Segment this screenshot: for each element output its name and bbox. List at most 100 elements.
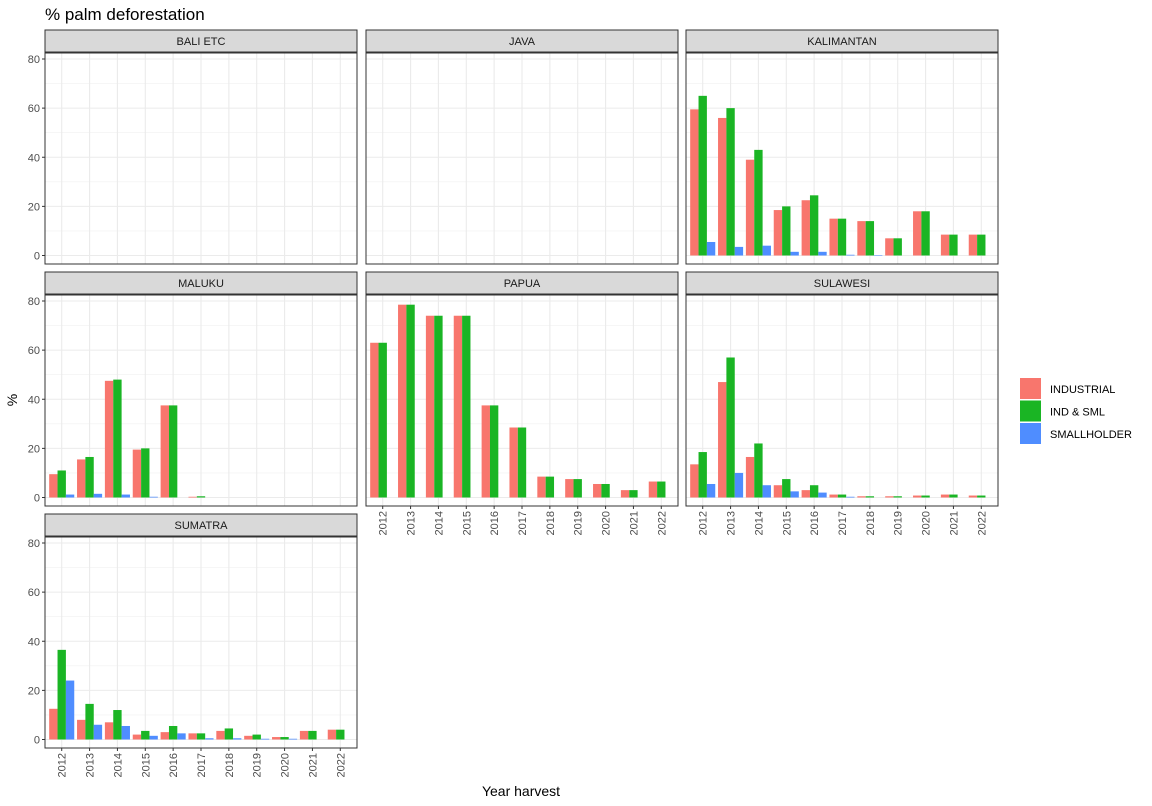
bar-ind-sml-2019: [893, 496, 902, 498]
bar-industrial-2021: [620, 490, 630, 498]
strip-label: BALI ETC: [177, 36, 226, 48]
panel-bali-etc: BALI ETC 0 20 40 60 80: [28, 29, 358, 265]
y-tick-label: 60: [28, 345, 40, 357]
bar-industrial-2016: [160, 732, 169, 740]
panel-sulawesi: SULAWESI 2012 2013 2014 2015 2016 2017 2018 2019…: [685, 271, 999, 535]
bar-industrial-2015: [132, 449, 142, 498]
bar-smallholder-2017: [846, 496, 855, 498]
strip-background: [44, 513, 358, 537]
bar-smallholder-2015: [790, 251, 799, 256]
bar-ind-sml-2012: [698, 452, 707, 498]
bar-industrial-2012: [690, 464, 699, 498]
x-tick-label: 2020: [601, 511, 613, 535]
y-tick-label: 40: [28, 636, 40, 648]
legend-item-smallholder: SMALLHOLDER: [1020, 423, 1132, 444]
bar-ind-sml-2017: [517, 427, 527, 498]
bar-industrial-2022: [648, 481, 658, 498]
x-tick-label: 2022: [976, 511, 988, 535]
x-tick-label: 2013: [726, 511, 738, 535]
bar-industrial-2015: [132, 734, 142, 740]
bar-industrial-2018: [857, 221, 866, 256]
y-tick-label: 80: [28, 296, 40, 308]
bar-smallholder-2018: [874, 255, 883, 256]
bar-ind-sml-2018: [545, 476, 555, 498]
bar-industrial-2018: [537, 476, 546, 498]
bar-ind-sml-2017: [196, 733, 206, 740]
panels: BALI ETC 0 20 40 60 80 JAVA KALIMANTAN MALUKU 0 20…: [28, 29, 999, 777]
bar-industrial-2012: [690, 109, 699, 256]
bar-smallholder-2017: [205, 738, 214, 740]
bar-smallholder-2013: [93, 724, 103, 740]
legend-label: SMALLHOLDER: [1050, 429, 1132, 441]
bar-ind-sml-2022: [977, 495, 986, 498]
bar-smallholder-2014: [121, 494, 130, 498]
x-tick-label: 2017: [837, 511, 849, 535]
bar-industrial-2019: [244, 735, 253, 740]
bar-ind-sml-2021: [629, 490, 638, 498]
bar-smallholder-2017: [846, 254, 855, 256]
bar-ind-sml-2013: [85, 703, 94, 740]
bar-ind-sml-2016: [168, 725, 178, 740]
bar-ind-sml-2020: [601, 483, 610, 498]
bar-ind-sml-2014: [754, 443, 763, 498]
panel-sumatra: SUMATRA 0 20 40 60 80 2012 2013 2014 2015 2016 2017…: [28, 513, 358, 777]
panel-border: [44, 52, 358, 265]
panel-border: [685, 52, 999, 265]
bar-ind-sml-2012: [57, 470, 66, 498]
bar-industrial-2021: [299, 730, 309, 740]
x-tick-label: 2013: [85, 753, 97, 777]
bar-smallholder-2014: [121, 725, 130, 740]
legend-item-ind-sml: IND & SML: [1020, 400, 1105, 422]
strip-label: JAVA: [509, 36, 536, 48]
bar-industrial-2012: [49, 474, 58, 498]
bar-ind-sml-2022: [657, 481, 666, 498]
bar-smallholder-2012: [706, 483, 716, 498]
panel-papua: PAPUA 2012 2013 2014 2015 2016 2017 2018 2019 202…: [365, 271, 679, 535]
panel-border: [44, 294, 358, 507]
panel-java: JAVA: [365, 29, 679, 265]
bar-industrial-2013: [718, 117, 727, 256]
bar-industrial-2016: [801, 490, 810, 498]
legend-key: [1020, 378, 1041, 399]
strip-label: SULAWESI: [814, 278, 870, 290]
x-tick-label: 2013: [406, 511, 418, 535]
legend-key: [1020, 400, 1041, 422]
bar-industrial-2013: [718, 382, 727, 498]
y-tick-label: 80: [28, 538, 40, 550]
bar-ind-sml-2016: [168, 405, 178, 498]
bar-industrial-2014: [104, 380, 114, 498]
bar-ind-sml-2022: [336, 729, 345, 740]
y-tick-label: 0: [34, 735, 40, 747]
bar-ind-sml-2019: [573, 479, 582, 498]
bar-industrial-2019: [885, 496, 894, 498]
x-tick-label: 2018: [224, 753, 236, 777]
bar-industrial-2013: [77, 719, 86, 740]
x-tick-label: 2014: [433, 511, 445, 535]
x-tick-label: 2019: [573, 511, 585, 535]
bar-industrial-2014: [745, 456, 755, 498]
bar-ind-sml-2016: [489, 405, 499, 498]
bar-ind-sml-2014: [113, 710, 122, 740]
panel-border: [365, 52, 679, 265]
bar-industrial-2016: [160, 405, 169, 498]
y-tick-label: 0: [34, 493, 40, 505]
x-tick-label: 2012: [378, 511, 390, 535]
bar-industrial-2020: [593, 483, 602, 498]
x-tick-label: 2020: [921, 511, 933, 535]
strip-label: MALUKU: [178, 278, 224, 290]
bar-ind-sml-2015: [141, 448, 150, 498]
x-tick-label: 2016: [168, 753, 180, 777]
bar-ind-sml-2013: [726, 108, 735, 256]
bar-industrial-2014: [425, 315, 435, 498]
bar-smallholder-2014: [762, 485, 771, 498]
bar-ind-sml-2013: [406, 304, 415, 498]
y-tick-label: 0: [34, 251, 40, 263]
x-tick-label: 2015: [781, 511, 793, 535]
strip-label: PAPUA: [504, 278, 541, 290]
legend-label: IND & SML: [1050, 407, 1105, 419]
y-tick-label: 60: [28, 587, 40, 599]
bar-industrial-2020: [913, 211, 922, 256]
bar-industrial-2014: [745, 159, 755, 256]
x-tick-label: 2016: [489, 511, 501, 535]
